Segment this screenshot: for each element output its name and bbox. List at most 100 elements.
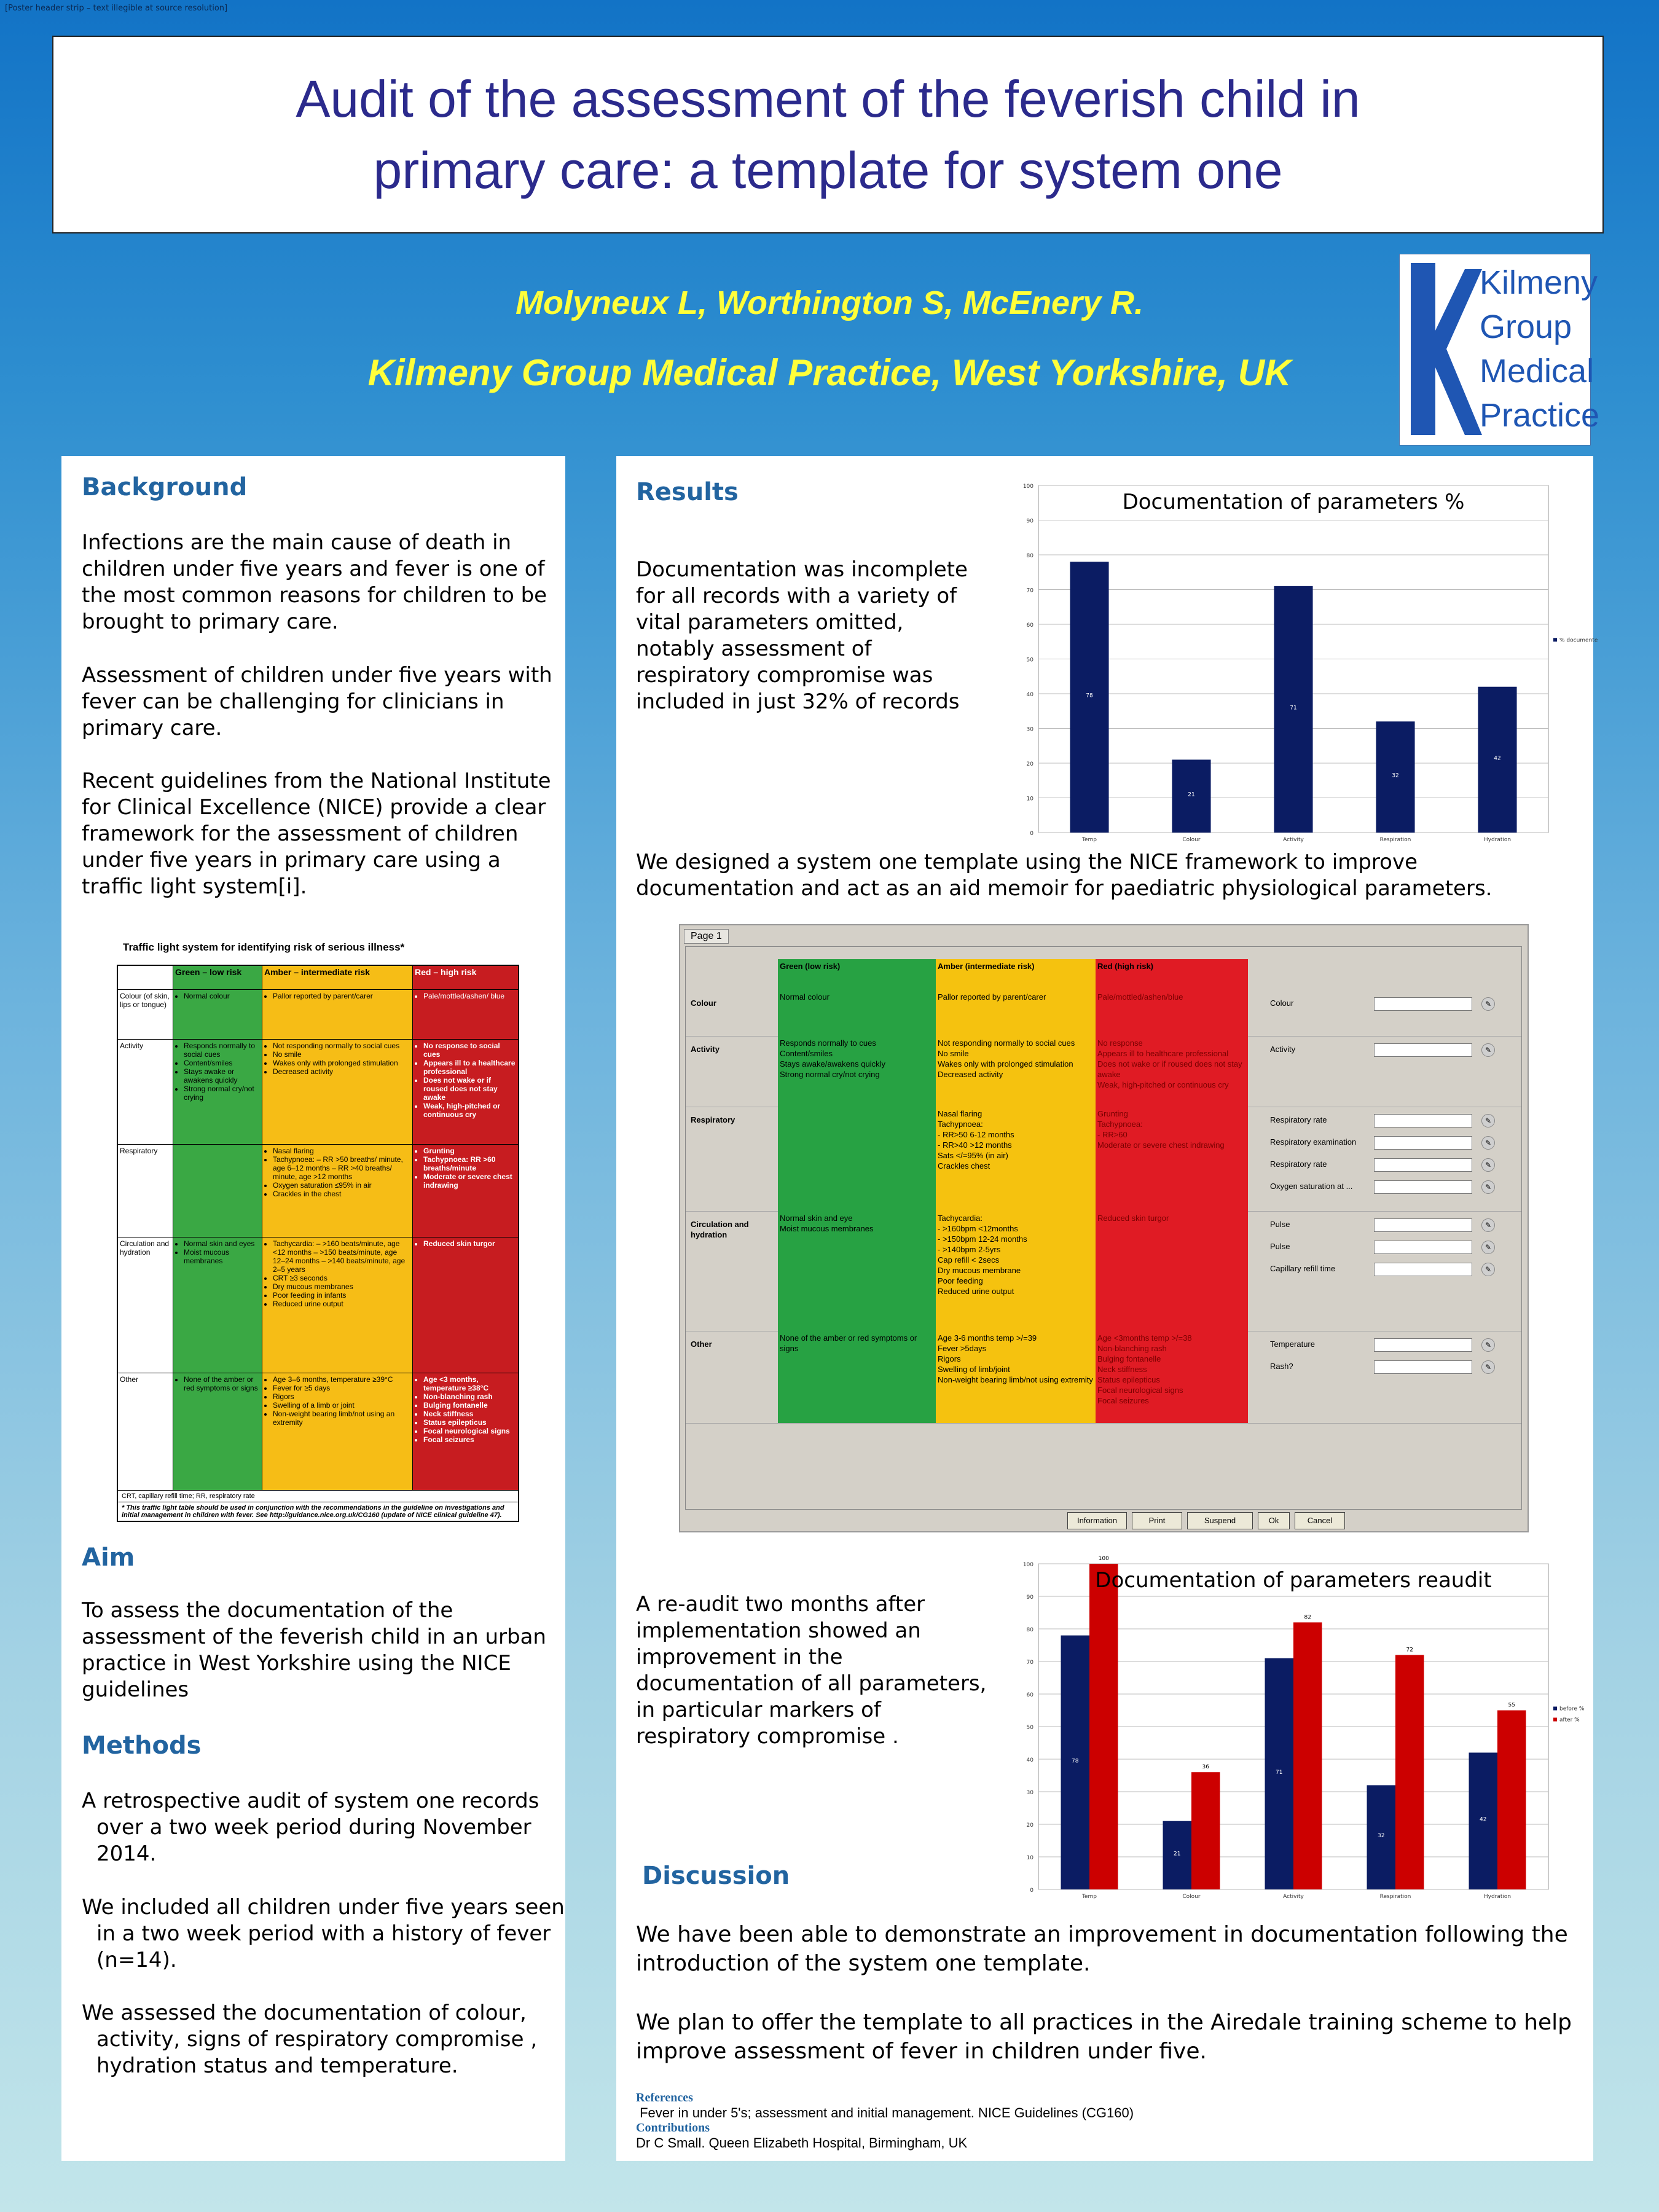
traffic-light-green-cell: Responds normally to social cuesContent/…: [173, 1040, 262, 1144]
bar: [1293, 1622, 1322, 1889]
template-row-label: Colour: [691, 998, 716, 1008]
bar-value-label: 32: [1392, 773, 1398, 779]
template-green-cell: None of the amber or red symptoms or sig…: [778, 1331, 936, 1423]
bar: [1376, 721, 1415, 833]
background-p1: Infections are the main cause of death i…: [82, 530, 547, 634]
pencil-icon[interactable]: ✎: [1481, 1136, 1495, 1150]
traffic-light-item: Wakes only with prolonged stimulation: [273, 1059, 410, 1067]
results-heading: Results: [636, 478, 739, 506]
legend-label: after %: [1559, 1717, 1580, 1724]
x-tick-label: Temp: [1081, 1894, 1097, 1900]
template-field-label: Activity: [1270, 1045, 1296, 1054]
x-tick-label: Activity: [1283, 1894, 1304, 1900]
template-field-input[interactable]: [1374, 1158, 1472, 1172]
bar: [1395, 1655, 1424, 1889]
bar-value-label: 82: [1304, 1614, 1311, 1620]
y-tick-label: 60: [1027, 1692, 1034, 1698]
pencil-icon[interactable]: ✎: [1481, 1043, 1495, 1057]
bar: [1478, 686, 1517, 833]
bar-value-label: 100: [1099, 1556, 1109, 1562]
template-field-label: Pulse: [1270, 1220, 1290, 1229]
template-field-input[interactable]: [1374, 1218, 1472, 1232]
affiliation: Kilmeny Group Medical Practice, West Yor…: [367, 352, 1292, 393]
logo-k-icon: [1411, 263, 1482, 435]
title-line-2: primary care: a template for system one: [373, 141, 1283, 199]
traffic-light-header-cell: Amber – intermediate risk: [262, 966, 413, 989]
bar-value-label: 71: [1290, 705, 1296, 711]
traffic-light-footnote-2: * This traffic light table should be use…: [122, 1504, 504, 1519]
traffic-light-item: Stays awake or awakens quickly: [184, 1067, 260, 1084]
template-suspend-button[interactable]: Suspend: [1187, 1512, 1253, 1529]
x-tick-label: Respiration: [1380, 837, 1411, 843]
traffic-light-item: Strong normal cry/not crying: [184, 1084, 260, 1102]
x-tick-label: Activity: [1283, 837, 1304, 843]
template-field-input[interactable]: [1374, 1338, 1472, 1352]
pencil-icon[interactable]: ✎: [1481, 1360, 1495, 1374]
template-information-button[interactable]: Information: [1067, 1512, 1127, 1529]
methods-p2: We included all children under five year…: [82, 1895, 565, 1972]
traffic-light-item: Age <3 months, temperature ≥38°C: [423, 1375, 516, 1392]
template-field-input[interactable]: [1374, 1136, 1472, 1150]
traffic-light-item: Status epilepticus: [423, 1418, 516, 1427]
traffic-light-row-label: Circulation and hydration: [118, 1237, 173, 1373]
template-ok-button[interactable]: Ok: [1258, 1512, 1290, 1529]
template-field-input[interactable]: [1374, 1263, 1472, 1276]
results-p3: A re-audit two months after implementati…: [636, 1592, 987, 1749]
template-row-label: Activity: [691, 1045, 720, 1054]
pencil-icon[interactable]: ✎: [1481, 997, 1495, 1011]
bar-value-label: 36: [1202, 1764, 1210, 1770]
template-print-button[interactable]: Print: [1132, 1512, 1182, 1529]
traffic-light-green-cell: Normal skin and eyesMoist mucous membran…: [173, 1237, 262, 1373]
logo-line-2: Group: [1480, 308, 1572, 345]
traffic-light-item: Responds normally to social cues: [184, 1041, 260, 1059]
template-red-cell: Pale/mottled/ashen/blue: [1096, 990, 1248, 1036]
bar-value-label: 78: [1086, 693, 1093, 699]
chart-title: Documentation of parameters reaudit: [1095, 1568, 1491, 1593]
logo-line-4: Practice: [1480, 397, 1600, 434]
y-tick-label: 20: [1027, 1822, 1034, 1829]
template-row-divider: [686, 1423, 1521, 1424]
template-field-input[interactable]: [1374, 1114, 1472, 1128]
traffic-light-item: Content/smiles: [184, 1059, 260, 1067]
pencil-icon[interactable]: ✎: [1481, 1218, 1495, 1232]
bar: [1469, 1752, 1497, 1889]
pencil-icon[interactable]: ✎: [1481, 1114, 1495, 1128]
y-tick-label: 80: [1027, 553, 1034, 559]
pencil-icon[interactable]: ✎: [1481, 1180, 1495, 1194]
template-field-input[interactable]: [1374, 1180, 1472, 1194]
template-field-input[interactable]: [1374, 1241, 1472, 1254]
template-amber-cell: Age 3-6 months temp >/=39 Fever >5days R…: [936, 1331, 1096, 1423]
template-tab[interactable]: Page 1: [684, 929, 729, 944]
traffic-light-item: Reduced skin turgor: [423, 1239, 516, 1248]
title-line-1: Audit of the assessment of the feverish …: [296, 70, 1360, 128]
pencil-icon[interactable]: ✎: [1481, 1263, 1495, 1276]
template-field-input[interactable]: [1374, 1043, 1472, 1057]
traffic-light-item: Dry mucous membranes: [273, 1282, 410, 1291]
template-field-input[interactable]: [1374, 1360, 1472, 1374]
bar: [1163, 1821, 1191, 1889]
traffic-light-header-cell: [118, 966, 173, 989]
bar: [1265, 1658, 1293, 1889]
methods-heading: Methods: [82, 1732, 202, 1760]
traffic-light-amber-cell: Age 3–6 months, temperature ≥39°CFever f…: [262, 1373, 413, 1490]
traffic-light-item: Focal seizures: [423, 1435, 516, 1444]
y-tick-label: 70: [1027, 1660, 1034, 1666]
bar-value-label: 72: [1406, 1647, 1413, 1653]
template-field-input[interactable]: [1374, 997, 1472, 1011]
template-cancel-button[interactable]: Cancel: [1295, 1512, 1345, 1529]
traffic-light-row: Other None of the amber or red symptoms o…: [118, 1373, 518, 1491]
practice-logo: Kilmeny Group Medical Practice: [1399, 254, 1599, 445]
pencil-icon[interactable]: ✎: [1481, 1338, 1495, 1352]
template-amber-cell: Not responding normally to social cues N…: [936, 1036, 1096, 1107]
x-tick-label: Hydration: [1484, 837, 1511, 843]
discussion-p2: We plan to offer the template to all pra…: [636, 2010, 1572, 2064]
traffic-light-item: Decreased activity: [273, 1067, 410, 1076]
template-col-header: Amber (intermediate risk): [936, 959, 1096, 990]
x-tick-label: Colour: [1182, 1894, 1201, 1900]
pencil-icon[interactable]: ✎: [1481, 1158, 1495, 1172]
legend-swatch: [1553, 1717, 1557, 1722]
bar-value-label: 55: [1508, 1703, 1515, 1709]
y-tick-label: 10: [1027, 1855, 1034, 1861]
pencil-icon[interactable]: ✎: [1481, 1241, 1495, 1254]
